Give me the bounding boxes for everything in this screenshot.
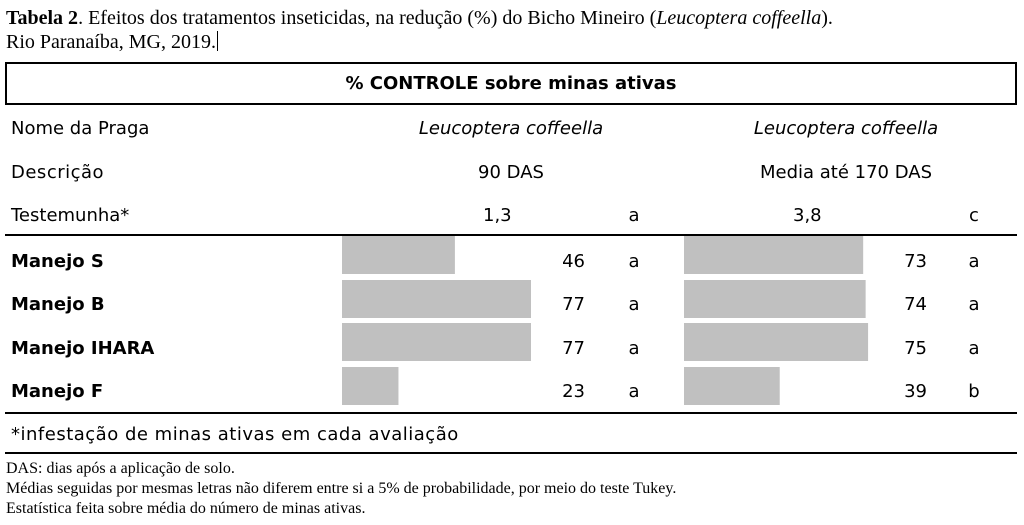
letter-label: a	[628, 251, 640, 272]
table-header-box: % CONTROLE sobre minas ativas	[5, 62, 1017, 105]
value-label: 46	[562, 251, 585, 272]
caption-line-1: Tabela 2. Efeitos dos tratamentos inseti…	[6, 6, 1016, 30]
table-note: *infestação de minas ativas em cada aval…	[11, 424, 459, 445]
footnotes: DAS: dias após a aplicação de solo. Médi…	[6, 459, 676, 519]
value-label: 77	[562, 294, 585, 315]
letter-label: a	[968, 251, 980, 272]
pest-row-label: Nome da Praga	[11, 118, 150, 139]
category-label: Manejo F	[11, 381, 104, 402]
category-label: Manejo S	[11, 251, 104, 272]
value-label: 39	[904, 381, 927, 402]
bar-1-manejo-b	[342, 280, 531, 318]
value-label: 75	[904, 338, 927, 359]
note-divider	[5, 412, 1017, 414]
caption-label: Tabela 2	[6, 7, 79, 29]
bar-2-manejo-s	[684, 236, 864, 274]
caption-line-2: Rio Paranaíba, MG, 2019.	[6, 30, 1016, 54]
caption-line-2-text: Rio Paranaíba, MG, 2019.	[6, 31, 216, 53]
footnote: Estatística feita sobre média do número …	[6, 500, 366, 517]
bar-chart	[342, 236, 869, 405]
value-label: 73	[904, 251, 927, 272]
caption-text-before: . Efeitos dos tratamentos inseticidas, n…	[78, 7, 657, 29]
caption-species: Leucoptera coffeella	[656, 7, 822, 29]
control-value-col2: 3,8	[793, 205, 822, 226]
letter-label: a	[628, 338, 640, 359]
bar-2-manejo-ihara	[684, 323, 869, 361]
bar-2-manejo-b	[684, 280, 866, 318]
control-label: Testemunha*	[11, 205, 130, 226]
description-col2: Media até 170 DAS	[759, 162, 933, 183]
category-label: Manejo B	[11, 294, 105, 315]
table-caption: Tabela 2. Efeitos dos tratamentos inseti…	[6, 6, 1016, 54]
text-cursor	[216, 31, 218, 51]
pest-name-col2: Leucoptera coffeella	[753, 118, 939, 139]
bar-1-manejo-s	[342, 236, 455, 274]
control-divider	[5, 234, 1017, 236]
bar-1-manejo-f	[342, 367, 399, 405]
caption-text-after: ).	[821, 7, 833, 29]
letter-label: a	[628, 294, 640, 315]
bottom-rule	[5, 452, 1017, 454]
pest-name-col1: Leucoptera coffeella	[418, 118, 604, 139]
description-row-label: Descrição	[11, 162, 105, 183]
control-table: % CONTROLE sobre minas ativas Nome da Pr…	[5, 62, 1017, 454]
letter-label: a	[628, 381, 640, 402]
category-label: Manejo IHARA	[11, 338, 155, 359]
description-col1: 90 DAS	[478, 162, 544, 183]
control-value-col1: 1,3	[483, 205, 512, 226]
letter-label: a	[968, 294, 980, 315]
value-label: 74	[904, 294, 927, 315]
table-header-title: % CONTROLE sobre minas ativas	[345, 73, 677, 94]
bar-1-manejo-ihara	[342, 323, 531, 361]
control-letter-col2: c	[969, 205, 979, 226]
footnote: DAS: dias após a aplicação de solo.	[6, 460, 235, 477]
value-label: 23	[562, 381, 585, 402]
footnote: Médias seguidas por mesmas letras não di…	[6, 480, 677, 497]
letter-label: a	[968, 338, 980, 359]
bar-2-manejo-f	[684, 367, 780, 405]
letter-label: b	[968, 381, 980, 402]
value-label: 77	[562, 338, 585, 359]
control-letter-col1: a	[628, 205, 640, 226]
